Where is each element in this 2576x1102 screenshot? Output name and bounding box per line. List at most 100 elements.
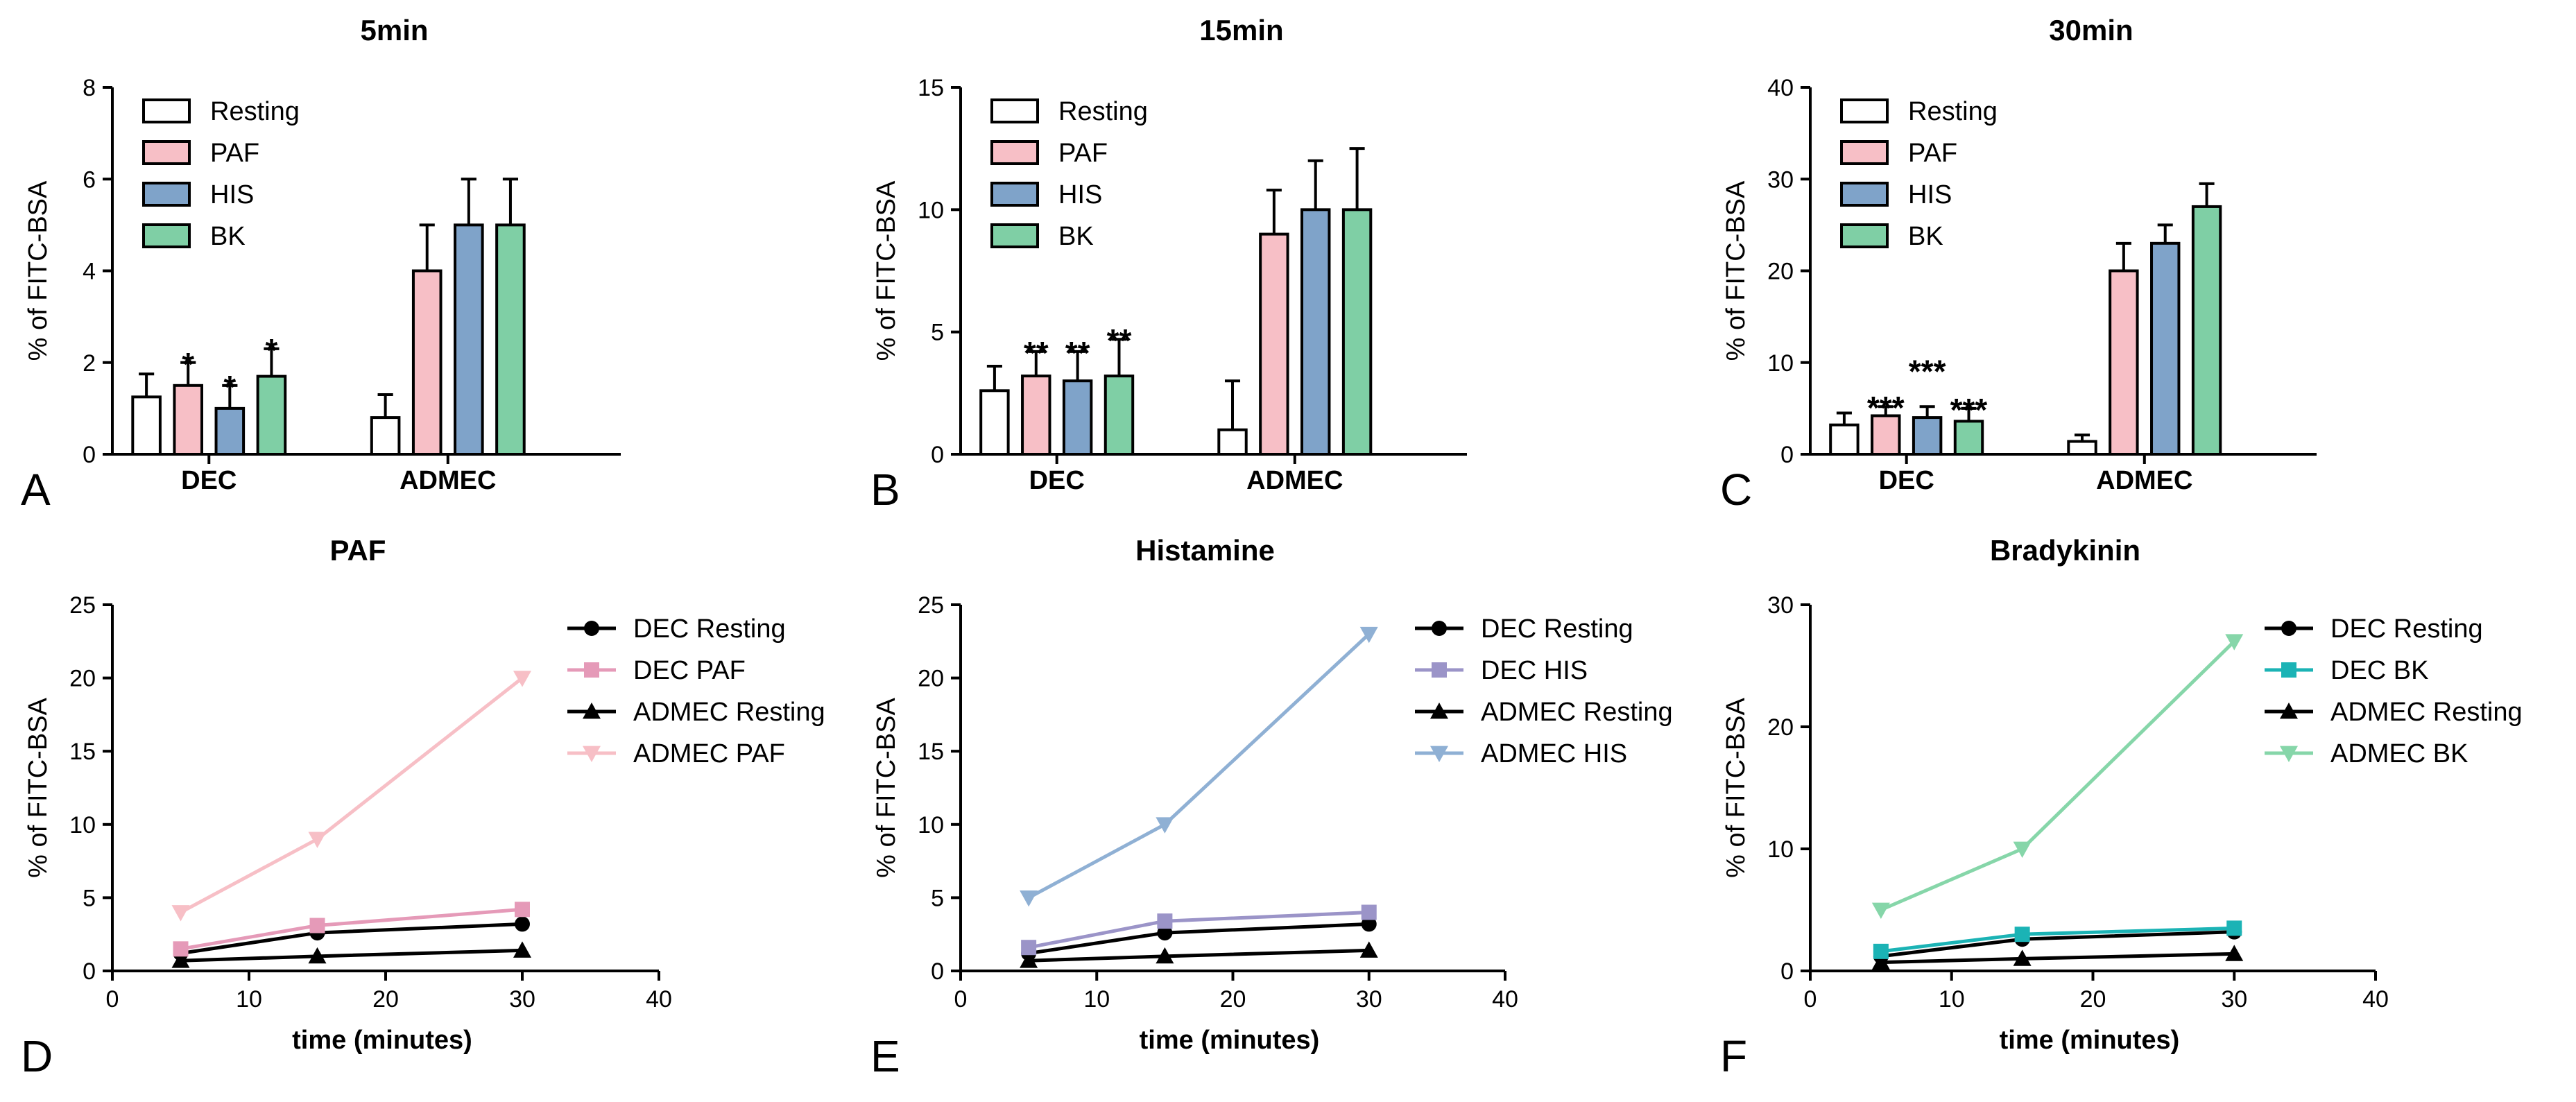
legend-swatch xyxy=(144,225,189,247)
bar-bk-admec xyxy=(2193,207,2220,454)
y-axis-label: % of FITC-BSA xyxy=(872,180,901,361)
x-tick-label: 30 xyxy=(1356,986,1382,1013)
legend-swatch xyxy=(992,225,1038,247)
data-point xyxy=(1156,817,1174,833)
legend-label: ADMEC HIS xyxy=(1481,739,1627,768)
x-tick-label: 40 xyxy=(1492,986,1518,1013)
x-tick-label: 10 xyxy=(236,986,262,1013)
data-point xyxy=(172,905,190,921)
x-tick-label: 20 xyxy=(372,986,399,1013)
y-axis-label: % of FITC-BSA xyxy=(1721,697,1751,877)
legend-swatch xyxy=(992,141,1038,164)
bar-paf-admec xyxy=(413,271,441,455)
x-axis-label: time (minutes) xyxy=(1140,1026,1320,1055)
significance-marker: * xyxy=(182,346,194,382)
bar-his-admec xyxy=(1302,209,1329,454)
bar-bk-admec xyxy=(1343,209,1371,454)
legend-label: HIS xyxy=(1908,180,1952,209)
x-tick-label: ADMEC xyxy=(2096,466,2192,495)
x-tick-label: 10 xyxy=(1083,986,1110,1013)
y-tick-label: 10 xyxy=(69,812,96,838)
bar-his-dec xyxy=(1914,417,1941,454)
bar-his-dec xyxy=(216,408,244,454)
bar-paf-admec xyxy=(2110,271,2137,455)
series-line xyxy=(181,950,523,961)
y-tick-label: 15 xyxy=(918,75,944,101)
significance-marker: *** xyxy=(1909,353,1946,389)
significance-marker: * xyxy=(223,369,236,405)
panel-letter: D xyxy=(21,1031,53,1081)
legend-label: BK xyxy=(1908,222,1943,251)
y-tick-label: 20 xyxy=(918,666,944,692)
legend-label: DEC BK xyxy=(2330,656,2428,685)
legend-marker xyxy=(1432,621,1447,636)
y-tick-label: 25 xyxy=(69,592,96,619)
significance-marker: ** xyxy=(1065,335,1090,371)
bar-his-admec xyxy=(455,225,483,454)
y-tick-label: 0 xyxy=(931,442,944,468)
bar-bk-dec xyxy=(258,377,286,454)
data-point xyxy=(2226,920,2242,936)
x-tick-label: 0 xyxy=(106,986,119,1013)
x-tick-label: 40 xyxy=(2362,986,2389,1013)
y-axis-label: % of FITC-BSA xyxy=(872,697,901,877)
bar-bk-dec xyxy=(1106,376,1133,454)
y-tick-label: 40 xyxy=(1767,75,1794,101)
y-tick-label: 30 xyxy=(1767,166,1794,193)
y-tick-label: 5 xyxy=(931,320,944,346)
series-line xyxy=(181,909,523,949)
legend-marker xyxy=(2281,621,2296,636)
chart-title: PAF xyxy=(330,534,386,567)
significance-marker: * xyxy=(265,332,277,368)
line-chart-f: Bradykinin0102030% of FITC-BSA0 10 20 30 40t… xyxy=(1720,534,2523,1081)
y-tick-label: 15 xyxy=(69,739,96,765)
chart-title: Histamine xyxy=(1135,534,1275,567)
chart-title: 5min xyxy=(360,14,428,46)
y-tick-label: 0 xyxy=(931,958,944,985)
x-tick-label: 20 xyxy=(2080,986,2106,1013)
legend-label: HIS xyxy=(1058,180,1102,209)
series-line xyxy=(1029,634,1369,897)
y-tick-label: 20 xyxy=(69,666,96,692)
legend-label: PAF xyxy=(1908,139,1957,168)
y-tick-label: 0 xyxy=(83,442,96,468)
series-line xyxy=(181,678,523,913)
x-axis-label: time (minutes) xyxy=(2000,1026,2180,1055)
significance-marker: *** xyxy=(1867,390,1905,426)
significance-marker: ** xyxy=(1024,335,1049,371)
bar-bk-admec xyxy=(497,225,524,454)
panel-letter: F xyxy=(1720,1031,1747,1081)
legend-label: DEC HIS xyxy=(1481,656,1588,685)
legend-label: PAF xyxy=(210,139,259,168)
bar-paf-dec xyxy=(1022,376,1049,454)
series-line xyxy=(1881,928,2234,951)
chart-title: 15min xyxy=(1199,14,1283,46)
data-point xyxy=(2015,927,2030,942)
y-tick-label: 0 xyxy=(1780,958,1794,985)
legend-label: DEC Resting xyxy=(633,614,786,644)
y-tick-label: 8 xyxy=(83,75,96,101)
panel-letter: B xyxy=(870,465,900,515)
bar-resting-dec xyxy=(981,390,1008,454)
panel-letter: A xyxy=(21,465,51,515)
y-axis-label: % of FITC-BSA xyxy=(24,180,53,361)
x-tick-label: DEC xyxy=(181,466,237,495)
data-point xyxy=(1872,903,1890,919)
legend-marker xyxy=(2281,662,2296,678)
legend-label: DEC PAF xyxy=(633,656,746,685)
x-tick-label: ADMEC xyxy=(1246,466,1343,495)
data-point xyxy=(515,902,530,917)
series-line xyxy=(1881,642,2234,910)
bar-resting-admec xyxy=(2068,441,2095,454)
y-tick-label: 30 xyxy=(1767,592,1794,619)
bar-resting-dec xyxy=(1830,425,1857,454)
x-tick-label: 30 xyxy=(2221,986,2247,1013)
legend-label: ADMEC Resting xyxy=(2330,698,2523,727)
chart-title: Bradykinin xyxy=(1990,534,2140,567)
x-tick-label: 20 xyxy=(1220,986,1246,1013)
legend-swatch xyxy=(144,183,189,205)
y-tick-label: 10 xyxy=(918,197,944,223)
legend-swatch xyxy=(1841,141,1887,164)
legend-label: ADMEC Resting xyxy=(1481,698,1673,727)
